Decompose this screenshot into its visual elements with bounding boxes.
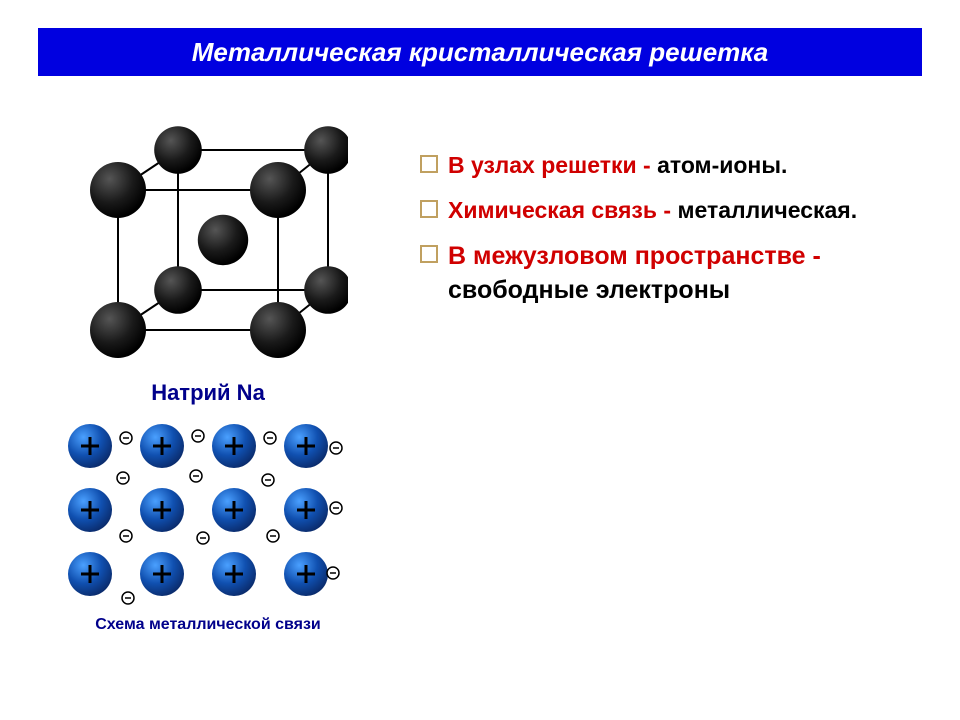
bond-caption: Схема металлической связи — [38, 616, 378, 634]
lattice-caption: Натрий Na — [38, 380, 378, 406]
bullet-square-icon — [420, 155, 438, 173]
bullet-square-icon — [420, 245, 438, 263]
bullet-red-span: В межузловом пространстве - — [448, 242, 821, 270]
title-text: Металлическая кристаллическая решетка — [192, 37, 769, 68]
bullet-red-span: Химическая связь - — [448, 197, 677, 223]
bullet-black-span: свободные электроны — [448, 276, 730, 304]
metallic-bond-diagram — [58, 418, 358, 608]
bullet-text: В межузловом пространстве - свободные эл… — [448, 240, 920, 308]
crystal-lattice-diagram — [68, 110, 348, 370]
bullet-red-span: В узлах решетки - — [448, 152, 657, 178]
bullet-item: В узлах решетки - атом-ионы. — [420, 150, 920, 181]
bullet-square-icon — [420, 200, 438, 218]
left-column: Натрий Na Схема металлической связи — [38, 110, 378, 634]
bullet-text: Химическая связь - металлическая. — [448, 195, 857, 226]
bullet-black-span: атом-ионы. — [657, 152, 787, 178]
bullet-list: В узлах решетки - атом-ионы. Химическая с… — [420, 150, 920, 322]
bullet-item: Химическая связь - металлическая. — [420, 195, 920, 226]
title-bar: Металлическая кристаллическая решетка — [38, 28, 922, 76]
bullet-text: В узлах решетки - атом-ионы. — [448, 150, 787, 181]
bullet-black-span: металлическая. — [677, 197, 857, 223]
bullet-item: В межузловом пространстве - свободные эл… — [420, 240, 920, 308]
